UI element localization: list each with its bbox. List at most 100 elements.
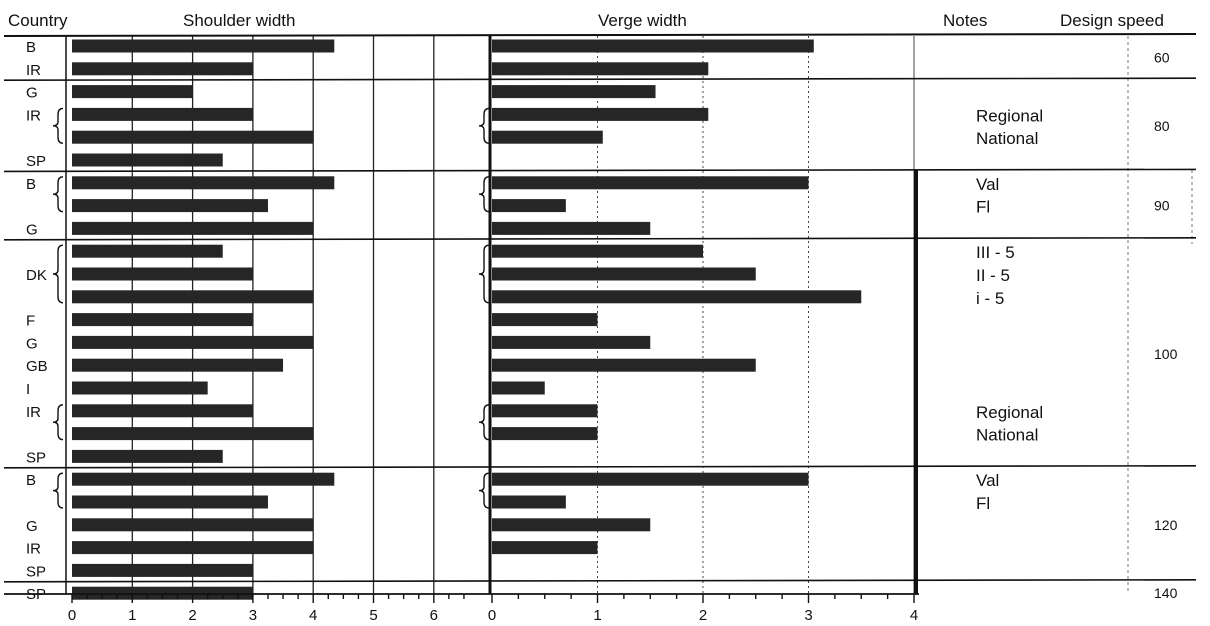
shoulder-bar xyxy=(72,404,253,418)
country-label: SP xyxy=(26,449,46,466)
verge-bar xyxy=(492,107,709,121)
country-label: I xyxy=(26,381,30,398)
country-label: B xyxy=(26,176,36,193)
country-label: IR xyxy=(26,107,41,124)
verge-bar xyxy=(492,335,651,349)
verge-bracket xyxy=(478,244,490,304)
shoulder-bar xyxy=(72,427,314,441)
shoulder-bar xyxy=(72,244,223,258)
shoulder-tick-label: 5 xyxy=(369,607,377,624)
verge-bar xyxy=(492,358,756,372)
speed-group-separator xyxy=(3,578,1197,583)
verge-bar xyxy=(492,62,709,76)
design-speed-header: Design speed xyxy=(1060,11,1164,30)
country-label: DK xyxy=(26,267,47,284)
country-label: IR xyxy=(26,541,41,558)
note-label: National xyxy=(976,426,1038,445)
shoulder-bar xyxy=(72,541,314,555)
country-label: GB xyxy=(26,358,48,375)
note-label: Fl xyxy=(976,494,990,513)
shoulder-bar xyxy=(72,472,335,486)
speed-group-separator xyxy=(3,237,1197,241)
country-label: B xyxy=(26,39,36,56)
bars xyxy=(72,39,862,600)
shoulder-bar xyxy=(72,62,253,76)
note-label: i - 5 xyxy=(976,289,1004,308)
design-speed-label: 60 xyxy=(1154,49,1170,65)
frame xyxy=(3,33,1197,603)
shoulder-bar xyxy=(72,267,253,281)
country-label: B xyxy=(26,472,36,489)
country-label: F xyxy=(26,313,35,330)
shoulder-bar xyxy=(72,563,253,577)
speed-group-separator xyxy=(3,464,1197,469)
verge-bar xyxy=(492,85,656,99)
verge-bracket xyxy=(478,176,490,213)
country-label: SP xyxy=(26,563,46,580)
design-speed-label: 140 xyxy=(1154,585,1178,601)
verge-bar xyxy=(492,221,651,235)
shoulder-bar xyxy=(72,153,223,167)
country-label: G xyxy=(26,335,38,352)
country-label: IR xyxy=(26,404,41,421)
verge-bar xyxy=(492,39,814,53)
verge-bar xyxy=(492,130,603,144)
verge-bar xyxy=(492,495,566,509)
country-label: SP xyxy=(26,153,46,170)
country-label: G xyxy=(26,85,38,102)
shoulder-tick-label: 0 xyxy=(68,607,76,624)
grid-lines xyxy=(131,36,915,594)
country-label: SP xyxy=(26,586,46,603)
country-header: Country xyxy=(8,11,68,30)
verge-bar xyxy=(492,472,809,486)
speed-group-separator xyxy=(3,77,1197,81)
shoulder-bar xyxy=(72,358,284,372)
shoulder-tick-label: 6 xyxy=(430,607,438,624)
note-label: National xyxy=(976,129,1038,148)
design-speed-label: 90 xyxy=(1154,198,1170,214)
shoulder-bar xyxy=(72,85,193,99)
notes-header: Notes xyxy=(943,11,987,30)
shoulder-bar xyxy=(72,176,335,190)
shoulder-tick-label: 4 xyxy=(309,607,317,624)
verge-tick-label: 1 xyxy=(593,607,601,624)
verge-tick-label: 3 xyxy=(804,607,812,624)
note-label: Regional xyxy=(976,106,1043,125)
verge-bar xyxy=(492,244,703,258)
verge-tick-label: 4 xyxy=(910,607,918,624)
verge-bar xyxy=(492,290,862,304)
country-label: IR xyxy=(26,62,41,79)
top-border xyxy=(3,33,1197,37)
note-label: Fl xyxy=(976,198,990,217)
shoulder-bar xyxy=(72,495,268,509)
shoulder-bar xyxy=(72,449,223,463)
verge-bar xyxy=(492,427,598,441)
shoulder-tick-label: 3 xyxy=(249,607,257,624)
verge-bar xyxy=(492,313,598,327)
note-label: Val xyxy=(976,175,999,194)
note-label: Val xyxy=(976,471,999,490)
speed-group-separator xyxy=(3,168,1197,173)
shoulder-bar xyxy=(72,335,314,349)
verge-bracket xyxy=(478,404,490,441)
verge-bar xyxy=(492,176,809,190)
shoulder-tick-label: 2 xyxy=(188,607,196,624)
shoulder-width-header: Shoulder width xyxy=(183,11,295,30)
shoulder-bar xyxy=(72,518,314,532)
shoulder-bar xyxy=(72,199,268,213)
country-bracket xyxy=(52,107,64,144)
country-bracket xyxy=(52,244,64,304)
shoulder-bar xyxy=(72,130,314,144)
verge-bracket xyxy=(478,472,490,509)
country-bracket xyxy=(52,472,64,509)
shoulder-bar xyxy=(72,381,208,395)
verge-tick-label: 0 xyxy=(488,607,496,624)
verge-bar xyxy=(492,518,651,532)
country-bracket xyxy=(52,176,64,213)
verge-bar xyxy=(492,381,545,395)
design-speed-label: 120 xyxy=(1154,517,1178,533)
note-label: Regional xyxy=(976,403,1043,422)
note-label: III - 5 xyxy=(976,243,1015,262)
shoulder-bar xyxy=(72,221,314,235)
design-speed-label: 80 xyxy=(1154,118,1170,134)
